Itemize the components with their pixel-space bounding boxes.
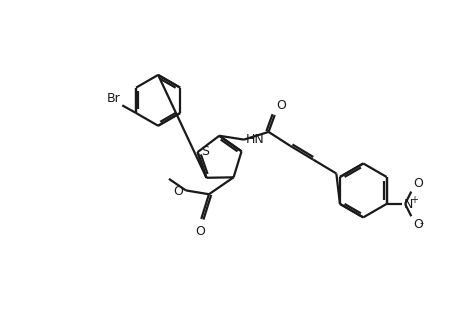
Text: O: O — [195, 225, 205, 238]
Text: O: O — [413, 218, 423, 231]
Text: -: - — [419, 218, 423, 228]
Text: Br: Br — [107, 91, 121, 104]
Text: O: O — [173, 185, 183, 198]
Text: N: N — [403, 198, 413, 211]
Text: O: O — [413, 177, 423, 190]
Text: S: S — [201, 145, 209, 158]
Text: O: O — [276, 99, 286, 112]
Text: HN: HN — [245, 133, 264, 146]
Text: +: + — [410, 195, 418, 205]
